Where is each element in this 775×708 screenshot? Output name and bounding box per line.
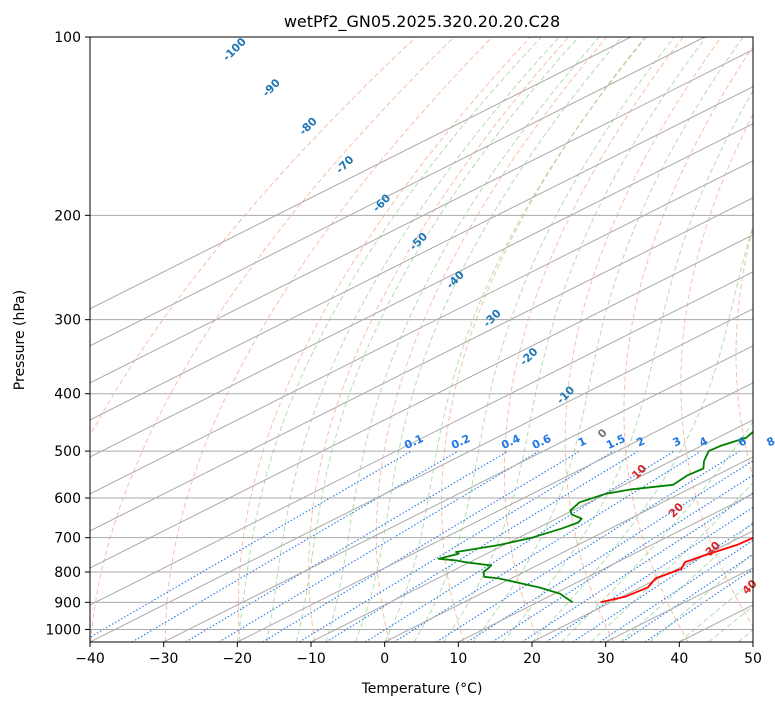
y-tick-label: 600 [54,491,81,507]
y-tick-label: 900 [54,595,81,611]
mixing-ratio-line [599,539,753,642]
moist-adiabat-line [561,420,753,642]
isotherm-line [90,234,753,569]
y-axis-title: Pressure (hPa) [12,290,28,390]
dry-adiabat-line [440,37,646,642]
moist-adiabat-line [354,37,622,642]
x-tick-label: 40 [670,651,688,667]
y-tick-label: 300 [54,313,81,329]
isotherm-line [237,382,753,642]
mixing-ratio-line [521,492,753,642]
chart-title: wetPf2_GN05.2025.320.20.20.C28 [284,12,560,32]
y-tick-label: 500 [54,444,81,460]
moist-adiabat-line [678,580,753,642]
isotherm-line [752,641,753,642]
moist-adiabat-line [472,37,744,642]
y-tick-label: 800 [54,565,81,581]
x-tick-label: −10 [296,651,326,667]
plot-frame [89,36,754,643]
mixing-ratio-line [131,450,459,642]
isotherm-line [90,86,753,421]
y-tick-label: 100 [54,30,81,46]
isotherm-line [458,493,753,642]
moist-adiabat-line [295,37,579,642]
temperature-line [600,536,753,604]
moist-adiabat-line [266,37,560,642]
mixing-ratio-line [298,450,614,642]
y-tick-label: 1000 [45,622,81,638]
y-tick-label: 200 [54,208,81,224]
mixing-ratio-line [545,506,753,642]
isotherm-line [163,345,753,642]
moist-adiabat-line [413,37,675,642]
y-tick-label: 400 [54,387,81,403]
moist-adiabat-line [325,37,600,642]
isotherm-line [531,530,753,642]
isotherm-line [90,197,753,532]
dry-adiabat-line [237,37,531,642]
plot-area [90,37,753,642]
x-tick-label: 20 [523,651,541,667]
mixing-ratio-line [572,522,753,642]
x-tick-label: 30 [597,651,615,667]
x-tick-label: −20 [223,651,253,667]
isotherm-line [90,271,753,606]
mixing-ratio-line [622,553,753,642]
isotherm-line [90,160,753,495]
dewpoint-line [437,430,753,604]
sounding-lines [437,430,753,604]
moist-adiabat-line [384,37,647,642]
dry-adiabat-line [90,37,455,642]
dry-adiabat-line [735,225,753,478]
y-tick-label: 700 [54,531,81,547]
x-tick-label: 10 [449,651,467,667]
mixing-ratio-line [218,450,540,642]
isotherm-line [90,308,753,642]
x-tick-label: −40 [75,651,105,667]
isotherm-line [90,49,753,384]
x-tick-label: 0 [380,651,389,667]
mixing-ratio-line [90,450,412,638]
dry-adiabat-line [308,37,569,642]
axes: −40 −30 −20 −10 0 10 20 30 40 50 100 200 300 400 500 60… [45,30,762,667]
dry-adiabat-line [564,37,722,642]
dry-adiabat-line [503,37,684,642]
isotherm-line [90,37,705,347]
isotherm-line [384,456,753,642]
mixing-ratio-line [436,450,741,642]
dry-adiabat-line [375,37,607,642]
x-axis-title: Temperature (°C) [361,681,483,697]
moist-adiabat-line [649,552,753,642]
moist-adiabat-line [443,37,707,642]
mixing-ratio-line [393,450,702,642]
mixing-ratio-label: 8 [765,434,775,449]
x-tick-label: −30 [149,651,179,667]
moist-adiabat-line [236,37,542,642]
chart-grid [90,37,753,642]
isotherm-line [310,419,753,642]
isotherm-line [90,123,753,458]
x-tick-label: 50 [744,651,762,667]
moist-adiabat-line [502,89,753,642]
isotherm-line [90,37,632,310]
mixing-ratio-line [185,450,509,642]
